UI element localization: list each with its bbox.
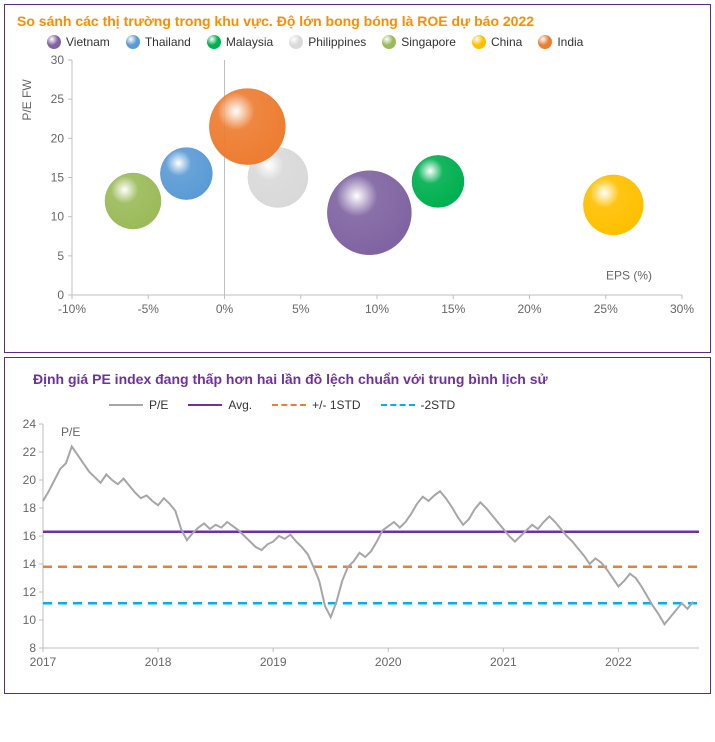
- legend-item-thailand: Thailand: [126, 35, 191, 49]
- svg-text:2020: 2020: [375, 655, 402, 669]
- legend-item-philippines: Philippines: [289, 35, 366, 49]
- svg-text:20%: 20%: [517, 302, 541, 316]
- bubble-chart-legend: Vietnam Thailand Malaysia Philippines Singap…: [17, 35, 698, 49]
- svg-text:10: 10: [51, 210, 65, 224]
- svg-text:0: 0: [57, 288, 64, 302]
- svg-text:15%: 15%: [441, 302, 465, 316]
- svg-text:30: 30: [51, 55, 65, 67]
- svg-text:16: 16: [23, 529, 37, 543]
- line-sample-icon: [272, 404, 306, 406]
- legend-item-india: India: [538, 35, 583, 49]
- svg-text:20: 20: [51, 131, 65, 145]
- line-chart-legend: P/E Avg. +/- 1STD -2STD: [9, 398, 706, 412]
- svg-text:-5%: -5%: [138, 302, 160, 316]
- svg-text:P/E FW: P/E FW: [20, 79, 34, 121]
- svg-text:15: 15: [51, 171, 65, 185]
- svg-text:18: 18: [23, 501, 37, 515]
- svg-text:25: 25: [51, 92, 65, 106]
- legend-item: +/- 1STD: [272, 398, 360, 412]
- legend-item-vietnam: Vietnam: [47, 35, 110, 49]
- svg-text:-10%: -10%: [58, 302, 86, 316]
- bubble-icon: [207, 35, 221, 49]
- legend-label: P/E: [149, 398, 168, 412]
- line-sample-icon: [109, 404, 143, 406]
- svg-text:12: 12: [23, 585, 37, 599]
- svg-text:2022: 2022: [605, 655, 632, 669]
- svg-text:2018: 2018: [145, 655, 172, 669]
- bubble-icon: [126, 35, 140, 49]
- bubble-icon: [472, 35, 486, 49]
- line-sample-icon: [188, 404, 222, 406]
- legend-item: -2STD: [381, 398, 456, 412]
- svg-text:8: 8: [29, 641, 36, 655]
- bubble-icon: [538, 35, 552, 49]
- legend-label: Singapore: [401, 35, 456, 49]
- line-chart-panel: Định giá PE index đang thấp hơn hai lần …: [4, 357, 711, 694]
- line-chart-title: Định giá PE index đang thấp hơn hai lần …: [33, 370, 706, 390]
- line-chart-svg: 8101214161820222420172018201920202021202…: [9, 416, 709, 676]
- legend-label: Thailand: [145, 35, 191, 49]
- svg-text:0%: 0%: [216, 302, 234, 316]
- bubble-chart-title: So sánh các thị trường trong khu vực. Độ…: [17, 13, 698, 29]
- legend-label: Philippines: [308, 35, 366, 49]
- svg-text:25%: 25%: [594, 302, 618, 316]
- svg-text:30%: 30%: [670, 302, 694, 316]
- svg-text:5%: 5%: [292, 302, 310, 316]
- legend-label: -2STD: [421, 398, 456, 412]
- bubble-chart-panel: So sánh các thị trường trong khu vực. Độ…: [4, 4, 711, 353]
- legend-label: Vietnam: [66, 35, 110, 49]
- bubble-icon: [289, 35, 303, 49]
- legend-label: +/- 1STD: [312, 398, 360, 412]
- legend-label: China: [491, 35, 522, 49]
- svg-text:14: 14: [23, 557, 37, 571]
- bubble-chart-svg: 0 5 10 15 20 25 30 -10% -5% 0% 5% 10% 15% 20% 25% 30% P/…: [17, 55, 697, 335]
- svg-text:20: 20: [23, 473, 37, 487]
- svg-text:5: 5: [57, 249, 64, 263]
- line-sample-icon: [381, 404, 415, 406]
- legend-item: P/E: [109, 398, 168, 412]
- bubble-icon: [47, 35, 61, 49]
- svg-text:10: 10: [23, 613, 37, 627]
- legend-label: Avg.: [228, 398, 252, 412]
- svg-text:2021: 2021: [490, 655, 517, 669]
- legend-label: Malaysia: [226, 35, 273, 49]
- legend-item-china: China: [472, 35, 522, 49]
- legend-item-malaysia: Malaysia: [207, 35, 273, 49]
- legend-item: Avg.: [188, 398, 252, 412]
- bubble-icon: [382, 35, 396, 49]
- svg-text:P/E: P/E: [61, 425, 80, 439]
- svg-text:EPS (%): EPS (%): [606, 268, 652, 282]
- svg-text:2019: 2019: [260, 655, 287, 669]
- svg-text:2017: 2017: [30, 655, 57, 669]
- svg-text:24: 24: [23, 417, 37, 431]
- legend-item-singapore: Singapore: [382, 35, 456, 49]
- svg-text:10%: 10%: [365, 302, 389, 316]
- svg-text:22: 22: [23, 445, 37, 459]
- legend-label: India: [557, 35, 583, 49]
